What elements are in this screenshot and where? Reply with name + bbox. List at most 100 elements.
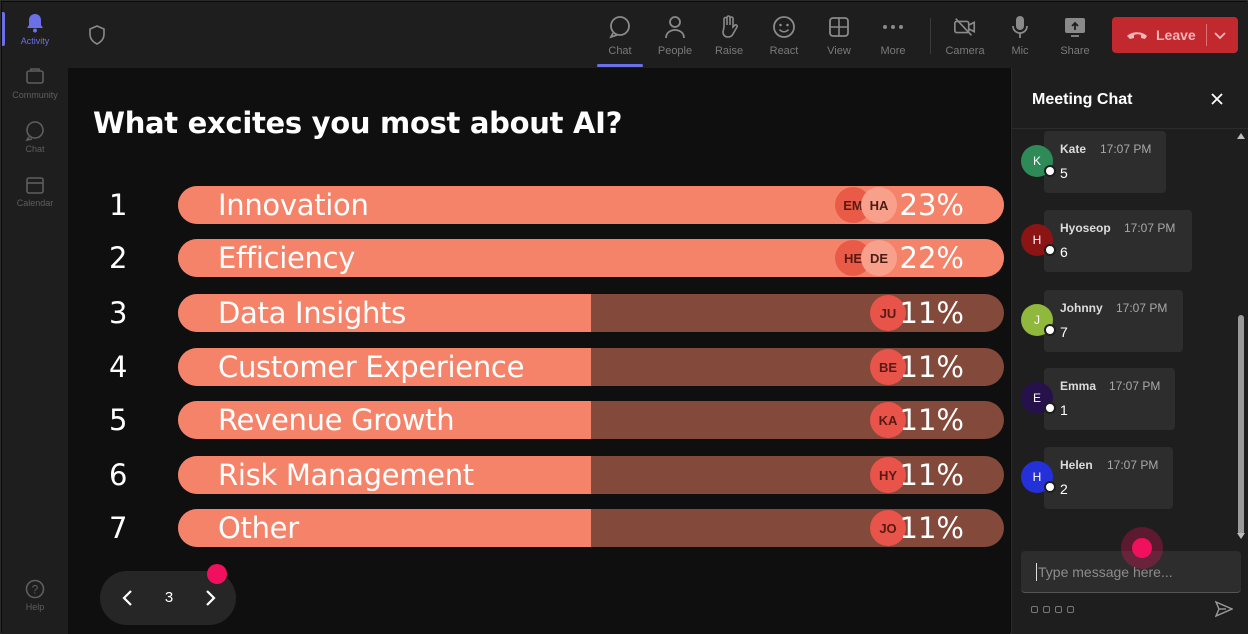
person-icon bbox=[663, 14, 687, 40]
share-button[interactable]: Share bbox=[1050, 10, 1100, 62]
mic-button[interactable]: Mic bbox=[995, 10, 1045, 62]
more-button-label: More bbox=[880, 45, 906, 57]
message-bubble: Kate 17:07 PM 5 bbox=[1044, 131, 1166, 193]
raise-hand-button[interactable]: Raise bbox=[704, 10, 754, 62]
sender-name: Hyoseop bbox=[1060, 221, 1111, 235]
poll-option-row: 6 Risk Management HY 11% bbox=[68, 456, 1010, 494]
scroll-down-icon[interactable] bbox=[1237, 533, 1245, 539]
voter-avatar: JU bbox=[870, 295, 906, 331]
chat-icon bbox=[24, 120, 46, 142]
view-button-label: View bbox=[827, 45, 851, 57]
rail-label-help: Help bbox=[25, 602, 45, 612]
result-bar-track bbox=[178, 348, 1004, 386]
sender-name: Johnny bbox=[1060, 301, 1103, 315]
message-input[interactable]: Type message here... bbox=[1021, 551, 1241, 593]
camera-off-icon bbox=[953, 14, 977, 40]
option-label: Other bbox=[218, 511, 299, 545]
option-number: 2 bbox=[109, 241, 128, 275]
share-icon bbox=[1063, 14, 1087, 40]
message-time: 17:07 PM bbox=[1100, 142, 1152, 156]
presence-status-icon bbox=[1044, 402, 1056, 414]
presence-status-icon bbox=[1044, 481, 1056, 493]
option-number: 5 bbox=[109, 403, 128, 437]
message-time: 17:07 PM bbox=[1107, 458, 1159, 472]
poll-option-row: 2 Efficiency HE DE 22% bbox=[68, 239, 1010, 277]
view-button[interactable]: View bbox=[814, 10, 864, 62]
share-button-label: Share bbox=[1060, 45, 1090, 57]
chat-message: Helen 17:07 PM 2 H bbox=[1012, 447, 1234, 511]
sender-name: Emma bbox=[1060, 379, 1097, 393]
camera-button[interactable]: Camera bbox=[940, 10, 990, 62]
chat-scrollbar[interactable] bbox=[1234, 129, 1248, 543]
sender-avatar[interactable]: H bbox=[1021, 461, 1053, 493]
people-button[interactable]: People bbox=[650, 10, 700, 62]
chevron-down-icon[interactable] bbox=[1212, 28, 1228, 42]
message-text: 6 bbox=[1060, 244, 1068, 260]
message-text: 5 bbox=[1060, 165, 1068, 181]
attach-icon[interactable] bbox=[1043, 605, 1050, 613]
chat-divider bbox=[1012, 128, 1248, 129]
gif-icon[interactable] bbox=[1067, 605, 1074, 613]
rail-item-help[interactable]: ? Help bbox=[2, 570, 68, 620]
result-bar-fill bbox=[178, 294, 591, 332]
message-bubble: Helen 17:07 PM 2 bbox=[1044, 447, 1173, 509]
rail-label-chat: Chat bbox=[25, 144, 45, 154]
svg-text:?: ? bbox=[32, 583, 39, 597]
scroll-thumb[interactable] bbox=[1238, 315, 1244, 535]
more-icon bbox=[881, 14, 905, 40]
leave-button[interactable]: Leave bbox=[1112, 17, 1238, 53]
emoji-icon[interactable] bbox=[1055, 605, 1062, 613]
cursor-indicator bbox=[207, 564, 227, 584]
poll-option-row: 1 Innovation EM HA 23% bbox=[68, 186, 1010, 224]
more-button[interactable]: More bbox=[868, 10, 918, 62]
rail-label-calendar: Calendar bbox=[16, 198, 54, 208]
option-number: 3 bbox=[109, 296, 128, 330]
option-percent: 11% bbox=[899, 350, 964, 384]
poll-option-row: 7 Other JO 11% bbox=[68, 509, 1010, 547]
option-label: Revenue Growth bbox=[218, 403, 455, 437]
chevron-right-icon[interactable] bbox=[198, 586, 222, 610]
chevron-left-icon[interactable] bbox=[116, 586, 140, 610]
grid-icon bbox=[827, 14, 851, 40]
result-bar-track bbox=[178, 509, 1004, 547]
result-bar-track bbox=[178, 294, 1004, 332]
hand-icon bbox=[717, 14, 741, 40]
message-bubble: Johnny 17:07 PM 7 bbox=[1044, 290, 1183, 352]
option-label: Data Insights bbox=[218, 296, 406, 330]
mic-button-label: Mic bbox=[1011, 45, 1029, 57]
message-time: 17:07 PM bbox=[1124, 221, 1176, 235]
chat-bubble-icon bbox=[608, 14, 632, 40]
rail-item-activity[interactable]: Activity bbox=[2, 4, 68, 54]
poll-results: What excites you most about AI? 1 Innovat… bbox=[68, 68, 1010, 634]
leave-divider bbox=[1206, 24, 1207, 46]
close-icon[interactable] bbox=[1208, 90, 1226, 108]
option-number: 6 bbox=[109, 458, 128, 492]
text-caret bbox=[1036, 563, 1037, 581]
rail-label-community: Community bbox=[12, 90, 58, 100]
rail-item-calendar[interactable]: Calendar bbox=[2, 166, 68, 216]
presence-status-icon bbox=[1044, 324, 1056, 336]
meeting-chat-panel: Meeting Chat Kate 17:07 PM 5 K Hyoseop 17:07 … bbox=[1011, 68, 1248, 634]
leave-label: Leave bbox=[1156, 27, 1196, 43]
help-icon: ? bbox=[24, 578, 46, 600]
send-icon[interactable] bbox=[1214, 600, 1234, 618]
format-icon[interactable] bbox=[1031, 605, 1038, 613]
result-bar-fill bbox=[178, 348, 591, 386]
message-bubble: Emma 17:07 PM 1 bbox=[1044, 368, 1175, 430]
react-button-label: React bbox=[769, 45, 799, 57]
result-bar-track bbox=[178, 456, 1004, 494]
poll-option-row: 3 Data Insights JU 11% bbox=[68, 294, 1010, 332]
result-bar-fill bbox=[178, 401, 591, 439]
rail-item-community[interactable]: Community bbox=[2, 58, 68, 108]
chat-button[interactable]: Chat bbox=[595, 10, 645, 67]
shield-icon bbox=[88, 25, 106, 45]
bell-icon bbox=[24, 12, 46, 34]
sender-name: Helen bbox=[1060, 458, 1093, 472]
scroll-up-icon[interactable] bbox=[1237, 133, 1245, 139]
voter-avatar: BE bbox=[870, 349, 906, 385]
option-percent: 22% bbox=[899, 241, 964, 275]
react-button[interactable]: React bbox=[759, 10, 809, 62]
format-toolbar[interactable] bbox=[1031, 604, 1111, 614]
rail-item-chat[interactable]: Chat bbox=[2, 112, 68, 162]
